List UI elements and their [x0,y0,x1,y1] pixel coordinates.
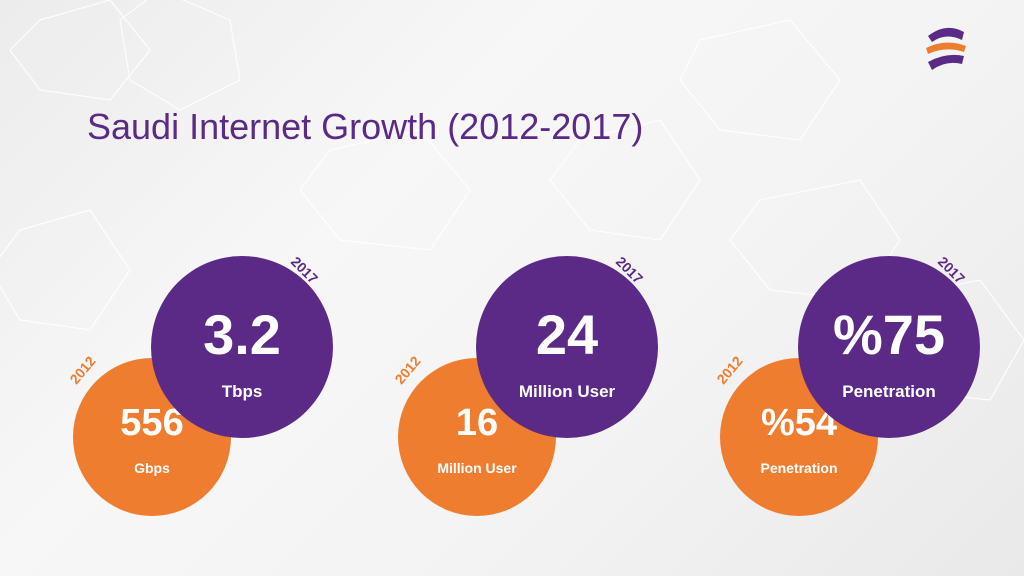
circle-2017-penetration: %75 Penetration [798,256,980,438]
brand-logo-icon [926,27,966,70]
stat-penetration: %54 Penetration %75 Penetration 2012 201… [713,240,1024,540]
value-2012: 16 [455,402,499,444]
circle-2017-users: 24 Million User [476,256,658,438]
circle-2017-bandwidth: 3.2 Tbps [151,256,333,438]
unit-2012: Gbps [134,460,170,476]
unit-2017: Million User [518,382,616,401]
circle-2012-bandwidth: 556 Gbps [73,358,231,516]
stat-bandwidth: 556 Gbps 3.2 Tbps 2012 2017 [66,240,403,540]
stat-users: 16 Million User 24 Million User 2012 201… [391,240,728,540]
unit-2017: Penetration [842,382,936,401]
unit-2012: Penetration [760,460,838,476]
value-2017: %75 [832,303,946,366]
value-2017: 24 [535,303,599,366]
unit-2012: Million User [437,460,517,476]
value-2017: 3.2 [203,303,281,366]
page-title: Saudi Internet Growth (2012-2017) [87,106,644,147]
value-2012: 556 [120,402,184,444]
unit-2017: Tbps [221,382,263,401]
